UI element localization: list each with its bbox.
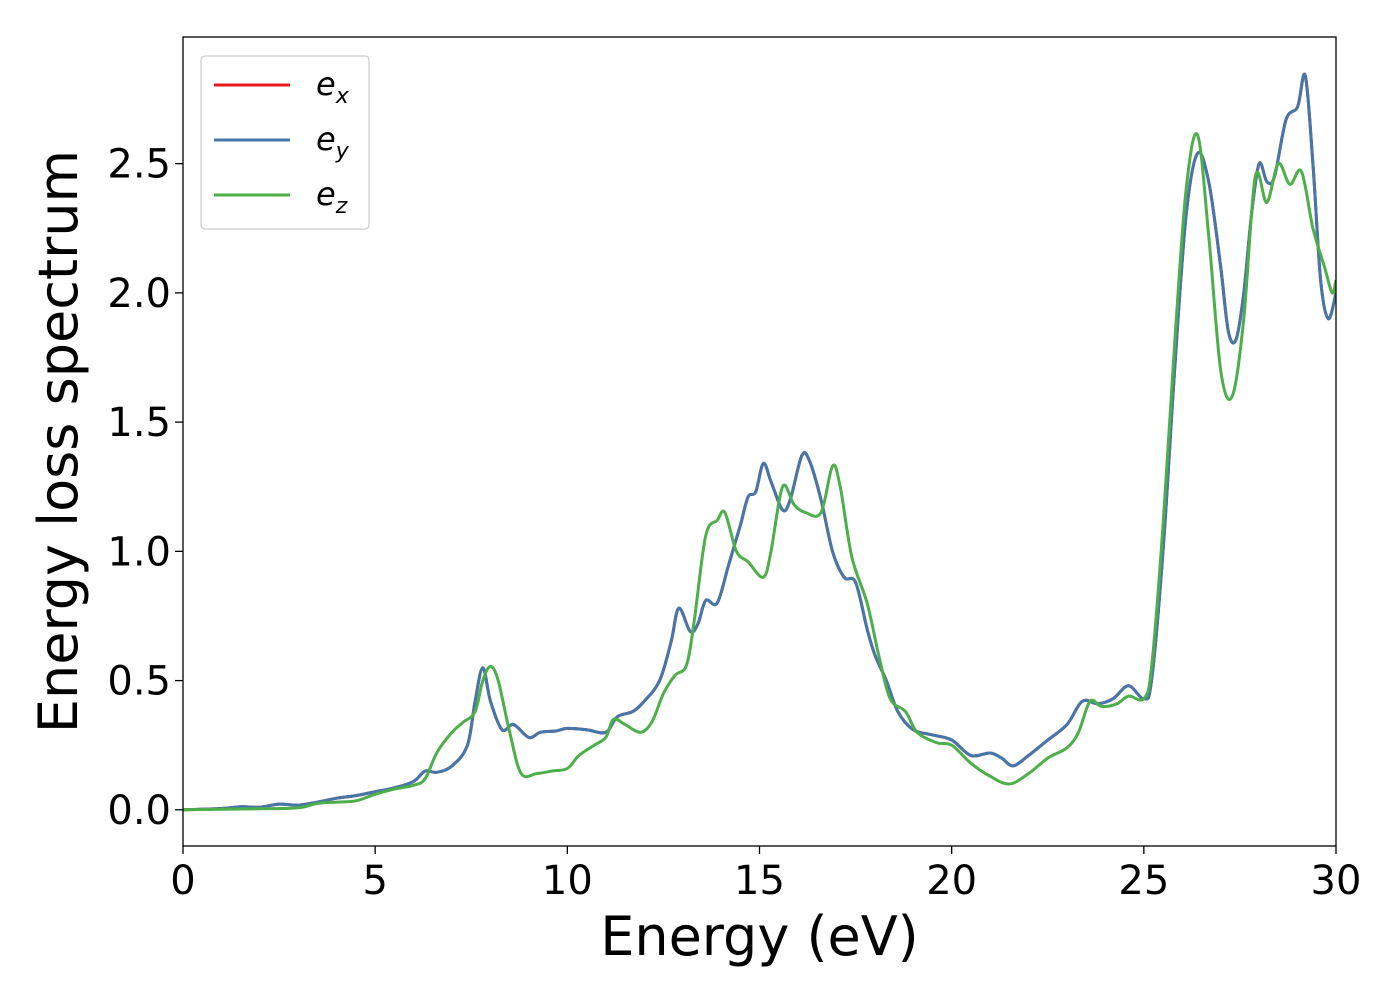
y-tick-label: 2.5 [107, 142, 171, 188]
x-tick-label: 20 [926, 858, 977, 904]
y-axis-title: Energy loss spectrum [27, 150, 90, 733]
series-layer [183, 72, 1336, 812]
series-line-e-z [183, 132, 1336, 812]
y-tick-label: 0.0 [107, 788, 171, 834]
legend-label-e-x: ex [316, 65, 350, 109]
x-tick-label: 5 [362, 858, 387, 904]
x-axis: 0 5 10 15 20 25 30 [170, 846, 1361, 904]
series-line-e-y [183, 72, 1336, 812]
y-axis: 0.0 0.5 1.0 1.5 2.0 2.5 [107, 142, 183, 834]
legend-label-e-z: ez [316, 175, 348, 219]
y-tick-label: 0.5 [107, 659, 171, 705]
y-tick-label: 1.5 [107, 400, 171, 446]
legend: ex ey ez [200, 55, 370, 230]
x-tick-label: 30 [1311, 858, 1362, 904]
x-tick-label: 0 [170, 858, 195, 904]
legend-box [200, 55, 370, 230]
y-tick-label: 2.0 [107, 271, 171, 317]
legend-label-e-y: ey [316, 120, 350, 164]
x-axis-title: Energy (eV) [600, 905, 919, 968]
y-tick-label: 1.0 [107, 529, 171, 575]
plot-background [183, 37, 1336, 846]
x-tick-label: 10 [542, 858, 593, 904]
x-tick-label: 25 [1118, 858, 1169, 904]
x-tick-label: 15 [734, 858, 785, 904]
